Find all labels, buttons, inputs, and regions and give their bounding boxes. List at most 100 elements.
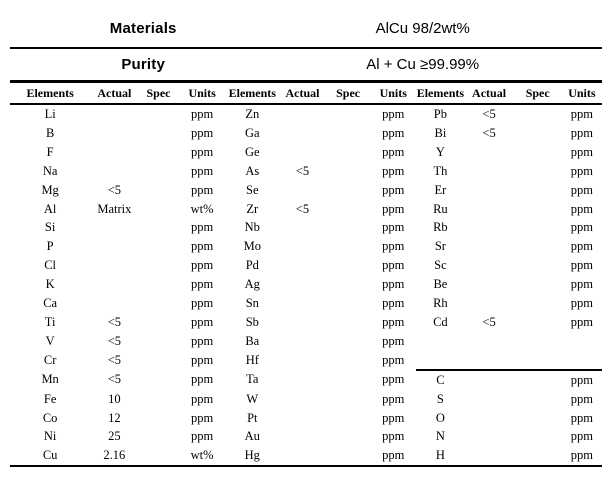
units-cell: ppm xyxy=(570,448,593,463)
units-cell: ppm xyxy=(570,239,593,254)
spec-cell xyxy=(138,143,178,162)
spec-cell xyxy=(138,237,178,256)
units-cell: ppm xyxy=(191,352,214,367)
units-cell: ppm xyxy=(191,410,214,425)
element-cell: Ba xyxy=(245,333,260,348)
column-header-spec-g1: Spec xyxy=(146,85,171,100)
units-cell: ppm xyxy=(382,314,405,329)
units-cell: ppm xyxy=(191,296,214,311)
actual-cell xyxy=(279,143,326,162)
units-cell: ppm xyxy=(570,296,593,311)
element-cell: Er xyxy=(434,182,447,197)
units-cell: ppm xyxy=(382,144,405,159)
actual-cell: <5 xyxy=(107,314,121,329)
element-cell: V xyxy=(45,333,55,348)
actual-cell xyxy=(464,446,513,466)
spec-cell xyxy=(326,351,370,370)
spec-cell xyxy=(326,237,370,256)
element-cell: Se xyxy=(246,182,259,197)
units-cell xyxy=(562,351,602,370)
element-cell: Sr xyxy=(434,239,446,254)
spec-cell xyxy=(138,294,178,313)
spec-cell xyxy=(513,368,562,390)
materials-row: Materials AlCu 98/2wt% xyxy=(10,0,602,49)
element-cell: Cl xyxy=(44,258,57,273)
units-cell: ppm xyxy=(382,220,405,235)
units-cell xyxy=(562,332,602,351)
actual-cell xyxy=(464,409,513,428)
units-cell: wt% xyxy=(190,448,214,463)
element-cell: H xyxy=(435,448,445,463)
spec-cell xyxy=(514,313,562,332)
spec-cell xyxy=(514,409,562,428)
spec-cell xyxy=(326,104,370,124)
spec-cell xyxy=(514,218,562,237)
actual-cell xyxy=(279,427,326,446)
element-cell: Pt xyxy=(247,410,258,425)
element-cell: Zr xyxy=(246,201,259,216)
actual-cell xyxy=(464,275,513,294)
element-cell: S xyxy=(436,391,444,406)
units-cell: ppm xyxy=(382,107,405,121)
actual-cell xyxy=(464,143,513,162)
element-cell: B xyxy=(45,125,55,140)
actual-cell xyxy=(90,162,138,181)
purity-row: Purity Al + Cu ≥99.99% xyxy=(10,49,602,83)
actual-cell: <5 xyxy=(295,201,310,216)
units-cell: ppm xyxy=(382,182,405,197)
units-cell: ppm xyxy=(382,296,405,311)
actual-cell xyxy=(464,390,513,409)
units-cell: ppm xyxy=(382,410,405,425)
actual-cell xyxy=(90,294,138,313)
table-row: Cl ppm Pd ppm Sc ppm xyxy=(10,256,602,275)
spec-cell xyxy=(326,256,370,275)
actual-cell xyxy=(279,390,326,409)
element-cell: Pd xyxy=(245,258,259,273)
units-cell: ppm xyxy=(191,239,214,254)
materials-value: AlCu 98/2wt% xyxy=(375,20,470,37)
element-cell: Sn xyxy=(245,296,259,311)
spec-cell xyxy=(514,275,562,294)
spec-cell xyxy=(138,256,178,275)
units-cell: ppm xyxy=(382,277,405,292)
element-cell: Ti xyxy=(44,314,56,329)
units-cell: ppm xyxy=(191,429,214,444)
spec-cell xyxy=(326,218,370,237)
units-cell: ppm xyxy=(570,107,593,121)
actual-cell xyxy=(90,124,138,143)
column-header-actual-g3: Actual xyxy=(472,85,507,100)
actual-cell: <5 xyxy=(482,314,496,329)
actual-cell: <5 xyxy=(295,163,310,178)
element-cell: Ag xyxy=(244,277,260,292)
actual-cell xyxy=(464,294,513,313)
spec-cell xyxy=(138,181,178,200)
units-cell: ppm xyxy=(570,144,593,159)
actual-cell: 2.16 xyxy=(103,448,126,463)
element-cell: Mn xyxy=(41,372,59,387)
units-cell: ppm xyxy=(382,258,405,273)
units-cell: wt% xyxy=(190,201,214,216)
spec-cell xyxy=(138,427,178,446)
spec-cell xyxy=(326,427,370,446)
element-cell: Rb xyxy=(433,220,448,235)
actual-cell: 25 xyxy=(108,429,121,444)
units-cell: ppm xyxy=(191,107,214,121)
elements-table: Elements Actual Spec Units Elements Actual Spe… xyxy=(10,83,602,468)
spec-cell xyxy=(326,181,370,200)
actual-cell xyxy=(279,409,326,428)
spec-cell xyxy=(138,351,178,370)
actual-cell xyxy=(464,332,513,351)
element-cell: Cr xyxy=(43,352,57,367)
spec-cell xyxy=(514,162,562,181)
actual-cell xyxy=(279,332,326,351)
actual-cell xyxy=(279,218,326,237)
units-cell: ppm xyxy=(570,429,593,444)
actual-cell xyxy=(464,162,513,181)
units-cell: ppm xyxy=(382,125,405,140)
column-header-actual-g2: Actual xyxy=(285,85,320,100)
actual-cell xyxy=(279,104,326,124)
spec-cell xyxy=(138,370,178,390)
